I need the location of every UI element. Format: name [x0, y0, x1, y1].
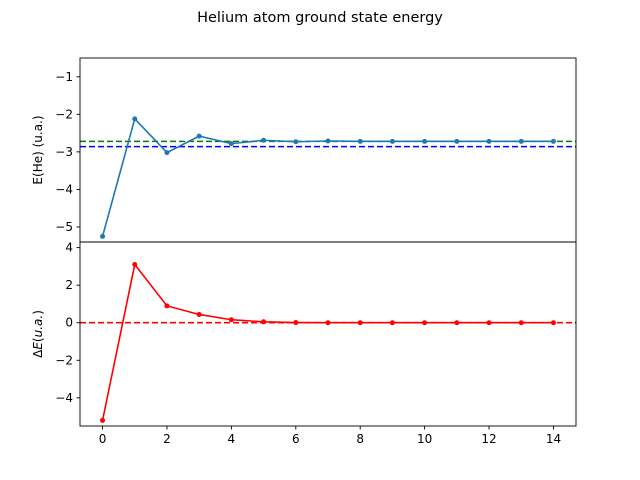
- bottom-data-point-3: [196, 311, 202, 317]
- bottom-ytick-label: 4: [65, 241, 73, 255]
- top-data-point-12: [486, 138, 492, 144]
- top-data-point-1: [132, 116, 138, 122]
- bottom-data-point-11: [454, 320, 460, 326]
- bottom-series-line-0: [101, 262, 554, 421]
- top-data-point-2: [164, 150, 170, 156]
- bottom-data-point-5: [261, 319, 267, 325]
- top-ytick-label: −4: [55, 182, 73, 196]
- bottom-data-point-9: [389, 320, 395, 326]
- top-axes-frame: [79, 57, 577, 243]
- ylabel-bottom: ΔE(u.a.): [31, 310, 45, 358]
- top-data-point-11: [454, 138, 460, 144]
- top-data-point-13: [518, 138, 524, 144]
- bottom-xtick-label: 0: [99, 432, 107, 446]
- bottom-data-point-4: [228, 317, 234, 323]
- bottom-ytick-label: 2: [65, 278, 73, 292]
- bottom-ytick-label: 0: [65, 316, 73, 330]
- bottom-xtick-label: 12: [481, 432, 496, 446]
- top-data-point-14: [550, 138, 556, 144]
- panel-bottom: −4 −2 0 2 4 0 2 4 6 8 10 12 14: [55, 241, 577, 446]
- bottom-data-point-13: [518, 320, 524, 326]
- bottom-xtick-label: 2: [163, 432, 171, 446]
- bottom-ytick-label: −4: [55, 391, 73, 405]
- bottom-ytick-label: −2: [55, 353, 73, 367]
- top-ytick-label: −5: [55, 220, 73, 234]
- top-data-point-10: [422, 138, 428, 144]
- top-series-line-0: [101, 117, 554, 237]
- bottom-xtick-label: 14: [546, 432, 561, 446]
- top-ytick-label: −3: [55, 145, 73, 159]
- bottom-xtick-label: 8: [356, 432, 364, 446]
- panel-top: −5 −4 −3 −2 −1: [55, 57, 577, 243]
- bottom-data-point-12: [486, 320, 492, 326]
- top-ytick-label: −2: [55, 107, 73, 121]
- chart-title: Helium atom ground state energy: [197, 10, 443, 26]
- bottom-xtick-label: 10: [417, 432, 432, 446]
- top-ytick-label: −1: [55, 70, 73, 84]
- top-data-point-7: [325, 138, 331, 144]
- bottom-data-point-1: [132, 262, 138, 268]
- bottom-data-point-6: [293, 320, 299, 326]
- bottom-xtick-label: 6: [292, 432, 300, 446]
- top-data-point-5: [261, 137, 267, 143]
- top-data-point-8: [357, 138, 363, 144]
- bottom-data-point-2: [164, 303, 170, 309]
- top-data-point-4: [228, 141, 234, 147]
- bottom-axes-frame: [79, 241, 577, 427]
- top-data-point-9: [389, 138, 395, 144]
- bottom-data-point-10: [422, 320, 428, 326]
- top-data-point-0: [100, 233, 106, 239]
- top-data-point-3: [196, 133, 202, 139]
- bottom-data-point-7: [325, 320, 331, 326]
- bottom-data-point-0: [100, 417, 106, 423]
- bottom-xtick-label: 4: [228, 432, 236, 446]
- bottom-data-point-8: [357, 320, 363, 326]
- bottom-data-point-14: [550, 320, 556, 326]
- ylabel-top: E(He) (u.a.): [31, 115, 45, 184]
- top-data-point-6: [293, 139, 299, 145]
